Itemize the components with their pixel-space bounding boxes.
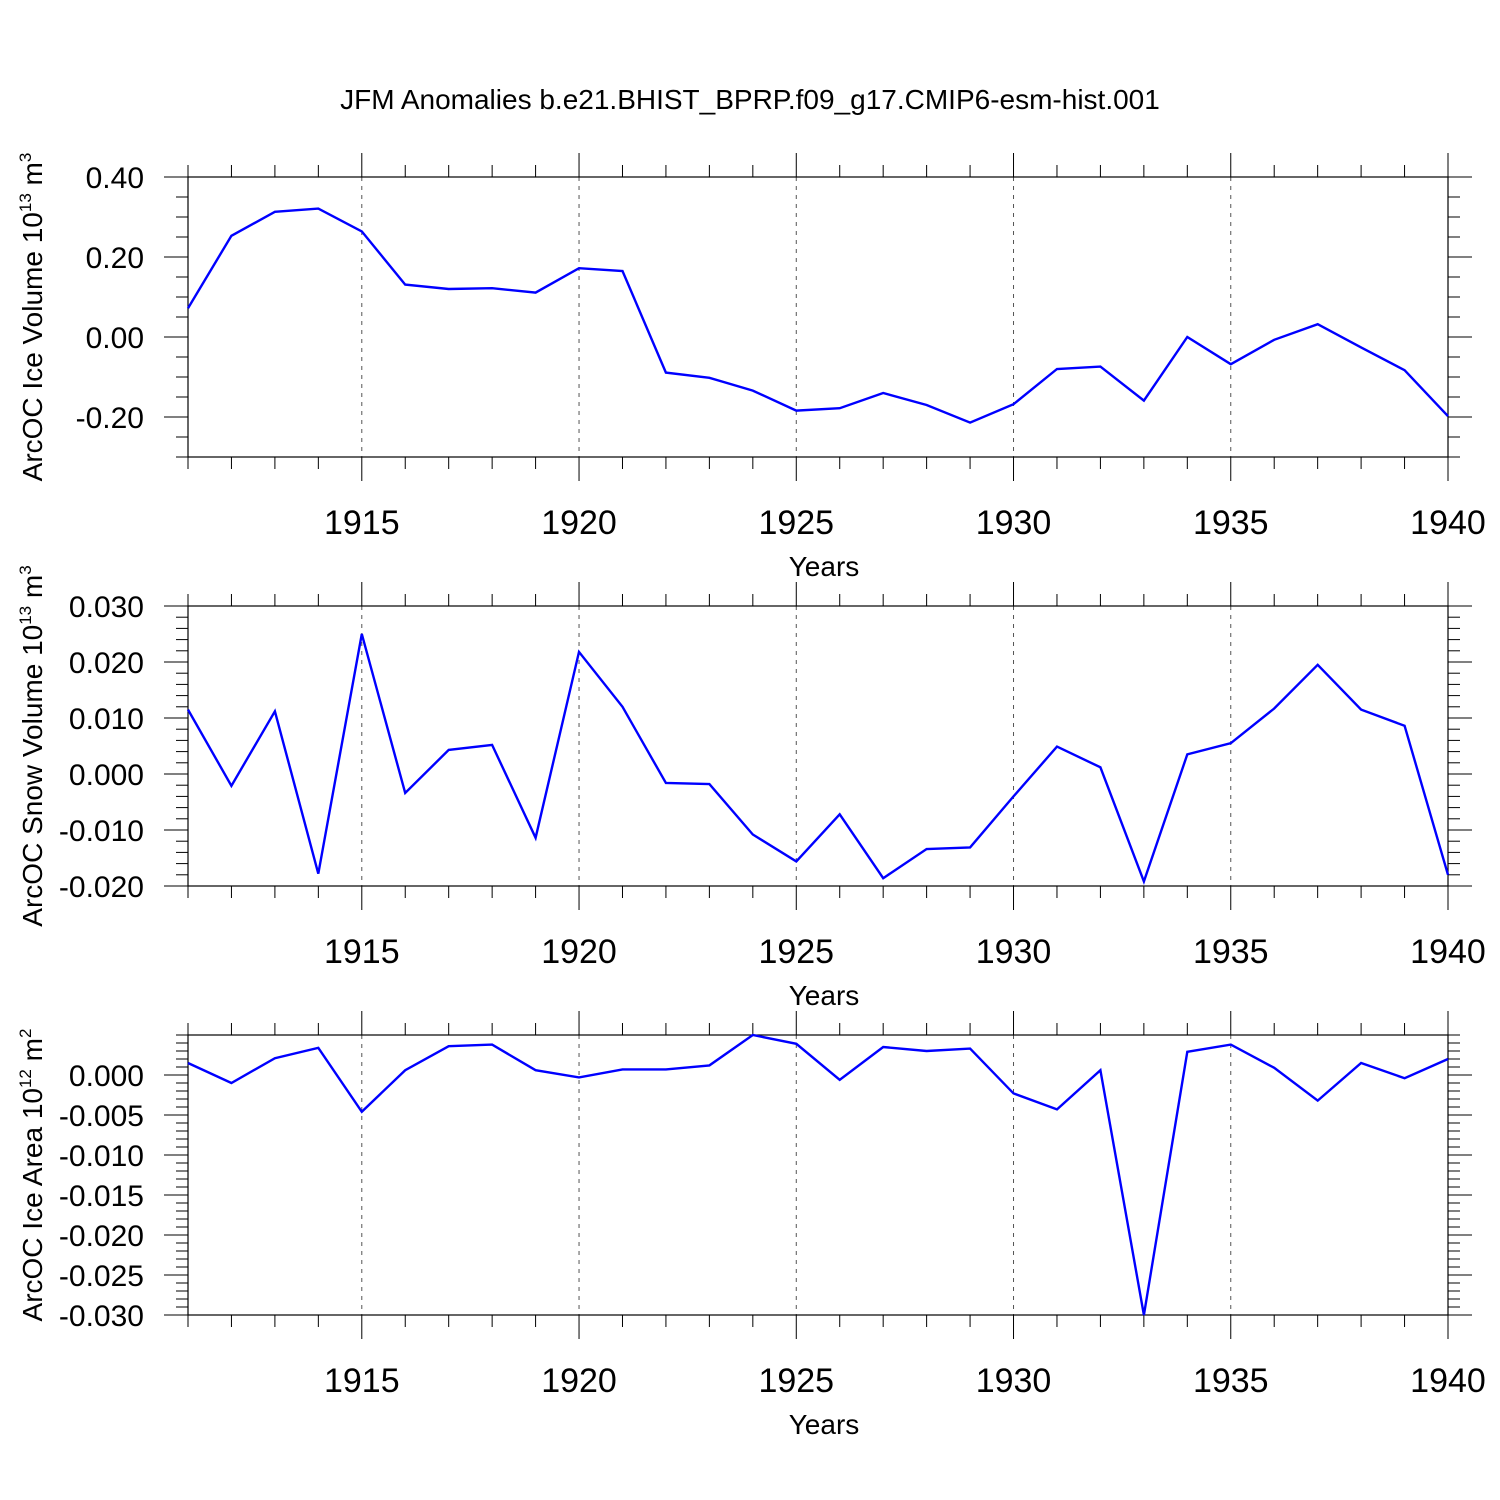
y-tick-label: -0.010	[59, 815, 144, 848]
y-axis-label-text: ArcOC Snow Volume 10	[17, 625, 48, 927]
x-tick-label: 1935	[1193, 504, 1269, 542]
y-tick-label: -0.025	[59, 1260, 144, 1293]
y-tick-label: -0.20	[76, 402, 144, 435]
plot-frame	[187, 176, 1449, 458]
plot-frame	[187, 605, 1449, 887]
y-tick-label: 0.00	[86, 322, 144, 355]
x-tick-label: 1920	[541, 1362, 617, 1400]
y-tick-label: 0.40	[86, 162, 144, 195]
x-tick-label: 1935	[1193, 1362, 1269, 1400]
x-axis-label: Years	[789, 551, 860, 582]
y-axis-label-unit: m	[17, 1038, 48, 1069]
y-axis-label-text: ArcOC Ice Volume 10	[17, 212, 48, 481]
figure-title: JFM Anomalies b.e21.BHIST_BPRP.f09_g17.C…	[340, 84, 1160, 115]
x-tick-label: 1915	[324, 1362, 400, 1400]
panel-1: -0.20 0.00 0.20 0.40 1915 1920 1925 1930 1935 194…	[16, 153, 1486, 582]
y-axis-label-exponent: 13	[16, 606, 35, 625]
y-axis-label-exponent: 12	[16, 1069, 35, 1088]
x-tick-label: 1930	[976, 1362, 1052, 1400]
x-tick-label: 1940	[1410, 933, 1486, 971]
y-tick-label: 0.020	[69, 647, 144, 680]
panel-3: -0.030 -0.025 -0.020 -0.015 -0.010 -0.005 0.00…	[16, 1011, 1486, 1440]
x-tick-label: 1915	[324, 933, 400, 971]
y-tick-label: 0.20	[86, 242, 144, 275]
series-line	[187, 1033, 1449, 1316]
y-axis-label: ArcOC Snow Volume 1013 m3	[16, 565, 48, 926]
plot-frame	[187, 1034, 1449, 1316]
y-tick-label: -0.005	[59, 1100, 144, 1133]
panel-2: -0.020 -0.010 0.000 0.010 0.020 0.030 1915 1920…	[16, 565, 1486, 1011]
y-axis-label-unit: m	[17, 575, 48, 606]
series-line	[186, 207, 1449, 424]
x-tick-label: 1940	[1410, 504, 1486, 542]
x-tick-label: 1925	[758, 933, 834, 971]
y-tick-label: 0.000	[69, 759, 144, 792]
y-axis-label: ArcOC Ice Volume 1013 m3	[16, 153, 48, 482]
x-tick-label: 1925	[758, 504, 834, 542]
x-tick-label: 1920	[541, 933, 617, 971]
y-axis-label: ArcOC Ice Area 1012 m2	[16, 1029, 48, 1322]
y-axis-label-text: ArcOC Ice Area 10	[17, 1088, 48, 1321]
y-axis-label-unit-exponent: 2	[16, 1029, 35, 1038]
x-tick-label: 1935	[1193, 933, 1269, 971]
y-tick-label: -0.015	[59, 1180, 144, 1213]
y-tick-label: 0.010	[69, 703, 144, 736]
y-axis-label-unit: m	[17, 162, 48, 193]
x-tick-label: 1930	[976, 933, 1052, 971]
x-axis-label: Years	[789, 1409, 860, 1440]
y-tick-label: 0.030	[69, 591, 144, 624]
x-tick-label: 1940	[1410, 1362, 1486, 1400]
panels: -0.20 0.00 0.20 0.40 1915 1920 1925 1930 1935 194…	[16, 153, 1486, 1440]
y-tick-label: -0.010	[59, 1140, 144, 1173]
x-tick-label: 1930	[976, 504, 1052, 542]
y-axis-label-unit-exponent: 3	[16, 153, 35, 162]
x-axis-label: Years	[789, 980, 860, 1011]
series-line	[186, 633, 1450, 886]
y-axis-label-exponent: 13	[16, 193, 35, 212]
x-tick-label: 1925	[758, 1362, 834, 1400]
x-tick-label: 1915	[324, 504, 400, 542]
y-axis-label-unit-exponent: 3	[16, 565, 35, 574]
y-tick-label: -0.020	[59, 1220, 144, 1253]
y-tick-label: -0.020	[59, 871, 144, 904]
y-tick-label: 0.000	[69, 1060, 144, 1093]
x-tick-label: 1920	[541, 504, 617, 542]
y-tick-label: -0.030	[59, 1300, 144, 1333]
